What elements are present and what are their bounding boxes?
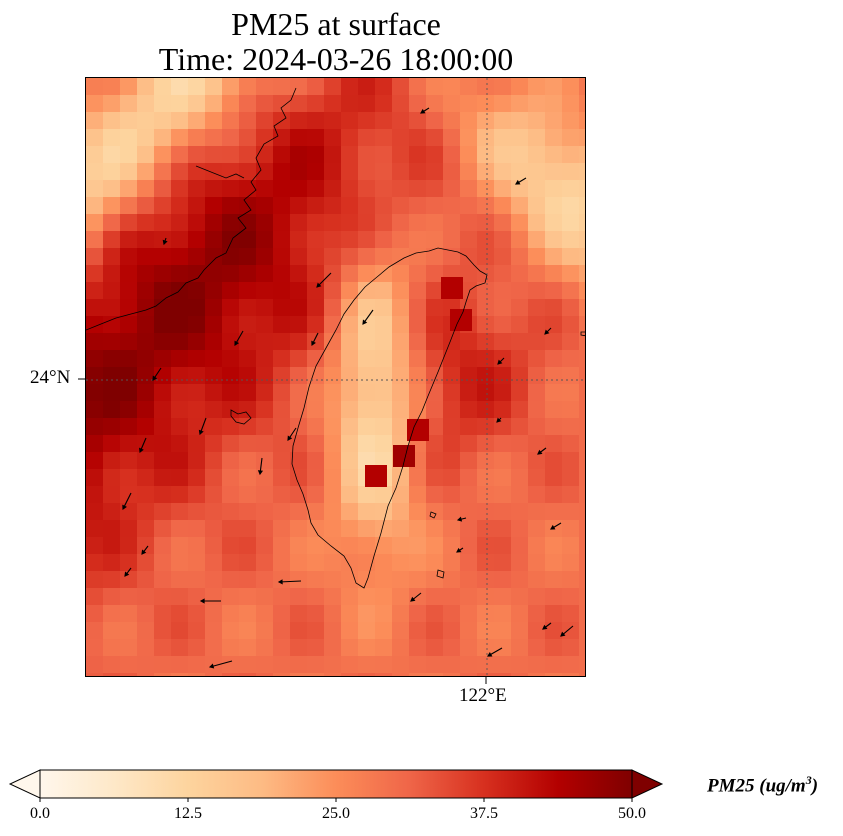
- wind-vector-head: [234, 340, 240, 346]
- wind-vector-head: [550, 524, 556, 530]
- colorbar-label-exponent: 3: [805, 773, 812, 787]
- wind-vector-head: [456, 516, 463, 522]
- wind-vector-head: [487, 651, 493, 657]
- colorbar-tick-4: 50.0: [618, 805, 646, 822]
- wind-vector-head: [199, 598, 205, 604]
- colorbar-extend-high: [631, 769, 664, 799]
- wind-vector-head: [362, 319, 368, 325]
- map-panel: [85, 77, 586, 677]
- wind-vector-head: [537, 449, 543, 455]
- wind-vector-head: [311, 340, 316, 347]
- wind-vector-head: [162, 239, 168, 246]
- wind-vector: [278, 580, 302, 583]
- colorbar: [8, 769, 664, 802]
- wind-vector-head: [410, 596, 416, 602]
- latitude-label: 24°N: [30, 367, 71, 388]
- wind-vector-head: [496, 417, 502, 423]
- colorbar-label: PM25 (ug/m3): [707, 773, 818, 797]
- wind-vector: [209, 660, 233, 668]
- east-islet: [580, 331, 585, 337]
- coastlines: [86, 87, 585, 589]
- map-gridlines: [86, 78, 585, 676]
- wind-vectors: [122, 107, 574, 669]
- colorbar-tick-1: 12.5: [174, 805, 202, 822]
- wind-vector-head: [208, 663, 215, 669]
- colorbar-tick-2: 25.0: [322, 805, 350, 822]
- wind-vector-head: [152, 375, 158, 381]
- wind-vector-head: [456, 547, 462, 553]
- colorbar-gradient: [39, 769, 633, 799]
- wind-vector-head: [560, 631, 566, 637]
- colorbar-label-main: PM25 (ug/m: [707, 775, 806, 797]
- wind-vector-head: [277, 579, 283, 585]
- colorbar-label-close: ): [811, 775, 819, 797]
- wind-vector-head: [420, 108, 426, 114]
- orchid-island: [436, 569, 445, 579]
- pm25-field-map: [86, 78, 585, 676]
- wind-vector-head: [542, 624, 548, 630]
- wind-vector-head: [198, 429, 204, 436]
- wind-vector-head: [257, 470, 264, 476]
- longitude-label: 122°E: [459, 685, 507, 706]
- green-island: [429, 511, 437, 519]
- wind-vector-head: [544, 329, 550, 335]
- wind-vector-head: [122, 504, 127, 511]
- wind-vector-head: [124, 571, 130, 577]
- wind-vector-head: [139, 447, 144, 454]
- colorbar-tick-marks: [39, 798, 633, 802]
- penghu-islands: [230, 409, 252, 425]
- wind-vector-head: [316, 282, 322, 288]
- wind-vector-head: [287, 435, 293, 441]
- wind-vector-head: [497, 359, 503, 365]
- colorbar-extend-low: [8, 769, 41, 799]
- colorbar-tick-0: 0.0: [30, 805, 50, 822]
- bay-coastline: [195, 165, 245, 179]
- pm25-field: [86, 78, 585, 676]
- wind-vector-head: [515, 179, 521, 185]
- colorbar-tick-3: 37.5: [470, 805, 498, 822]
- wind-vector-head: [141, 549, 147, 555]
- map-title-time: Time: 2024-03-26 18:00:00: [158, 41, 514, 77]
- taiwan-coastline: [291, 247, 488, 589]
- map-title-variable: PM25 at surface: [231, 6, 441, 42]
- mainland-coastline: [86, 87, 297, 331]
